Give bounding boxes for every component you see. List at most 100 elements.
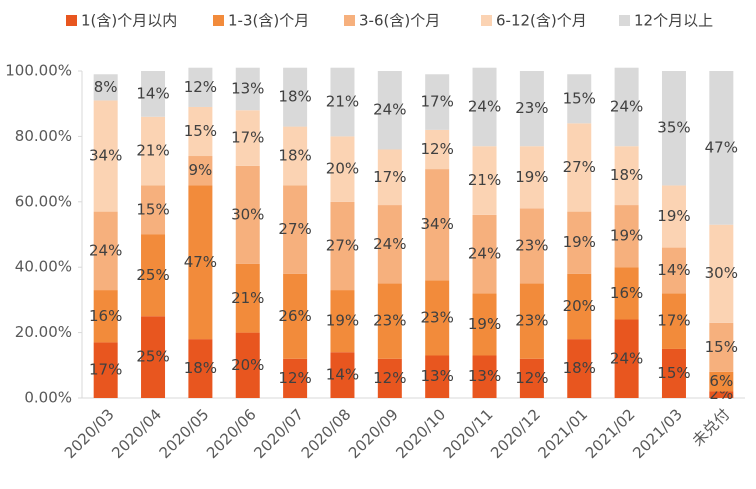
bar-segment (567, 74, 592, 124)
bar-segment (519, 146, 544, 209)
bar-segment (283, 273, 308, 359)
bar-segment (661, 293, 686, 349)
data-label: 23% (421, 308, 454, 326)
data-label: 18% (184, 359, 217, 377)
data-label: 19% (563, 233, 596, 251)
y-tick-label: 80.00% (15, 127, 72, 145)
bar-segment (283, 185, 308, 274)
x-tick-label: 2020/11 (440, 405, 497, 462)
y-tick-label: 100.00% (5, 62, 72, 80)
x-tick-label: 2020/12 (487, 405, 544, 462)
bar-segment (661, 348, 686, 398)
data-label: 15% (136, 200, 169, 218)
bar-segment (425, 169, 450, 281)
legend-swatch (344, 15, 355, 26)
bar-segment (519, 71, 544, 147)
bar-segment (425, 129, 450, 170)
legend-label: 6-12(含)个月 (496, 12, 587, 30)
bar-segment (614, 205, 639, 268)
data-label: 18% (563, 359, 596, 377)
data-label: 12% (421, 140, 454, 158)
bar-segment (425, 74, 450, 130)
y-tick-label: 60.00% (15, 192, 72, 210)
bar-segment (425, 280, 450, 356)
x-tick-label: 未兑付 (689, 405, 734, 450)
bar-segment (141, 71, 166, 117)
data-label: 15% (184, 122, 217, 140)
bar-segment (235, 165, 260, 264)
data-label: 23% (373, 312, 406, 330)
legend-label: 12个月以上 (634, 12, 713, 30)
x-tick-label: 2020/04 (108, 405, 165, 462)
data-label: 19% (468, 315, 501, 333)
bar-segment (330, 67, 355, 137)
data-label: 24% (373, 235, 406, 253)
bar-segment (425, 355, 450, 398)
bar-segment (188, 67, 213, 107)
x-tick-label: 2020/08 (298, 405, 355, 462)
data-label: 24% (610, 349, 643, 367)
data-label: 15% (657, 364, 690, 382)
x-tick-label: 2020/06 (203, 405, 260, 462)
x-tick-label: 2020/03 (61, 405, 118, 462)
x-tick-label: 2021/03 (629, 405, 686, 462)
bar-segment (661, 185, 686, 248)
data-label: 19% (515, 168, 548, 186)
data-label: 24% (610, 97, 643, 115)
data-label: 18% (278, 147, 311, 165)
data-label: 18% (610, 166, 643, 184)
data-label: 21% (231, 289, 264, 307)
bar-segment (709, 71, 734, 225)
bar-segment (283, 126, 308, 186)
data-label: 30% (231, 205, 264, 223)
data-label: 16% (610, 284, 643, 302)
data-label: 13% (231, 79, 264, 97)
data-label: 27% (278, 220, 311, 238)
data-label: 30% (705, 264, 738, 282)
bar-segment (567, 211, 592, 274)
bar-segment (93, 342, 118, 398)
data-label: 23% (515, 99, 548, 117)
legend-swatch (66, 15, 77, 26)
legend-label: 1(含)个月以内 (81, 12, 177, 30)
bar-segment (188, 185, 213, 340)
bar-segment (283, 67, 308, 127)
data-label: 19% (610, 227, 643, 245)
data-label: 21% (326, 93, 359, 111)
bar-segment (283, 358, 308, 398)
legend-swatch (619, 15, 630, 26)
data-label: 17% (231, 129, 264, 147)
data-label: 20% (231, 356, 264, 374)
bar-segment (519, 208, 544, 284)
data-label: 16% (89, 307, 122, 325)
bar-segment (141, 116, 166, 186)
bar-segment (519, 283, 544, 359)
bar-segment (188, 106, 213, 157)
bar-segment (472, 146, 497, 215)
data-label: 35% (657, 119, 690, 137)
bar-segment (709, 371, 734, 392)
bar-segment (614, 319, 639, 398)
data-label: 13% (421, 367, 454, 385)
legend-swatch (481, 15, 492, 26)
data-label: 19% (657, 207, 690, 225)
bar-segment (614, 267, 639, 320)
x-tick-label: 2020/09 (345, 405, 402, 462)
bar-segment (188, 156, 213, 186)
data-label: 14% (326, 366, 359, 384)
bar-segment (519, 358, 544, 398)
bar-segment (472, 67, 497, 147)
bar-segment (235, 110, 260, 166)
data-label: 15% (705, 338, 738, 356)
bar-segment (188, 339, 213, 398)
x-tick-label: 2020/07 (250, 405, 307, 462)
data-label: 24% (468, 97, 501, 115)
y-tick-label: 20.00% (15, 323, 72, 341)
bar-segment (614, 146, 639, 206)
y-tick-label: 0.00% (24, 389, 72, 407)
x-tick-label: 2021/02 (582, 405, 639, 462)
legend-label: 3-6(含)个月 (359, 12, 440, 30)
bar-segment (93, 74, 118, 101)
data-label: 21% (136, 142, 169, 160)
